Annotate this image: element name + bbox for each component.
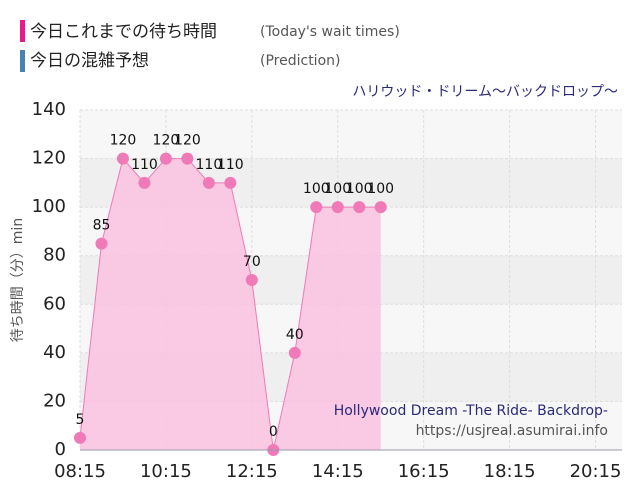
data-label: 100 xyxy=(303,181,330,197)
y-axis-label: 待ち時間（分）min xyxy=(10,218,26,342)
data-label: 100 xyxy=(346,181,373,197)
y-tick-label: 100 xyxy=(32,196,66,217)
legend-swatch xyxy=(20,20,25,42)
point xyxy=(224,176,237,189)
point xyxy=(181,152,194,165)
data-label: 110 xyxy=(217,157,244,173)
point xyxy=(331,201,344,214)
point xyxy=(74,431,86,444)
point xyxy=(374,201,387,214)
y-tick-label: 80 xyxy=(43,245,66,266)
point xyxy=(202,176,215,189)
point xyxy=(245,274,258,286)
y-tick-label: 40 xyxy=(43,342,66,363)
legend-sublabel: (Prediction) xyxy=(260,53,340,69)
x-tick-label: 18:15 xyxy=(484,461,536,482)
data-label: 0 xyxy=(269,424,278,440)
legend-sublabel: (Today's wait times) xyxy=(260,24,400,40)
point xyxy=(288,346,301,359)
data-label: 85 xyxy=(93,218,111,234)
x-tick-label: 20:15 xyxy=(570,461,622,482)
x-tick-label: 12:15 xyxy=(226,461,278,482)
point xyxy=(116,152,129,165)
data-label: 100 xyxy=(367,181,394,197)
point xyxy=(310,201,323,214)
point xyxy=(159,152,172,165)
y-tick-label: 140 xyxy=(32,99,66,120)
x-tick-label: 16:15 xyxy=(398,461,450,482)
x-tick-label: 14:15 xyxy=(312,461,364,482)
data-label: 120 xyxy=(174,133,201,149)
watermark: Hollywood Dream -The Ride- Backdrop- xyxy=(334,403,608,419)
data-label: 120 xyxy=(110,133,137,149)
point xyxy=(95,237,108,250)
data-label: 100 xyxy=(324,181,351,197)
point xyxy=(353,201,366,214)
y-tick-label: 120 xyxy=(32,148,66,169)
point xyxy=(138,176,151,189)
data-label: 110 xyxy=(196,157,223,173)
data-label: 40 xyxy=(286,327,304,343)
chart-subtitle: ハリウッド・ドリーム～バックドロップ～ xyxy=(352,84,618,100)
legend-label: 今日これまでの待ち時間 xyxy=(30,22,217,42)
x-tick-label: 08:15 xyxy=(54,461,106,482)
watermark-url: https://usjreal.asumirai.info xyxy=(416,423,608,439)
data-label: 110 xyxy=(131,157,158,173)
data-label: 120 xyxy=(153,133,180,149)
x-tick-label: 10:15 xyxy=(140,461,192,482)
y-tick-label: 0 xyxy=(55,439,66,460)
data-label: 70 xyxy=(243,254,261,270)
legend-swatch xyxy=(20,50,25,72)
plot-area: 0 20 40 60 80 100 120 140 08:15 10:15 12:15 14:15 16… xyxy=(32,99,622,482)
y-tick-label: 20 xyxy=(43,390,66,411)
legend-label: 今日の混雑予想 xyxy=(30,51,149,71)
data-label: 5 xyxy=(76,412,85,428)
y-tick-label: 60 xyxy=(43,293,66,314)
area xyxy=(80,158,381,451)
